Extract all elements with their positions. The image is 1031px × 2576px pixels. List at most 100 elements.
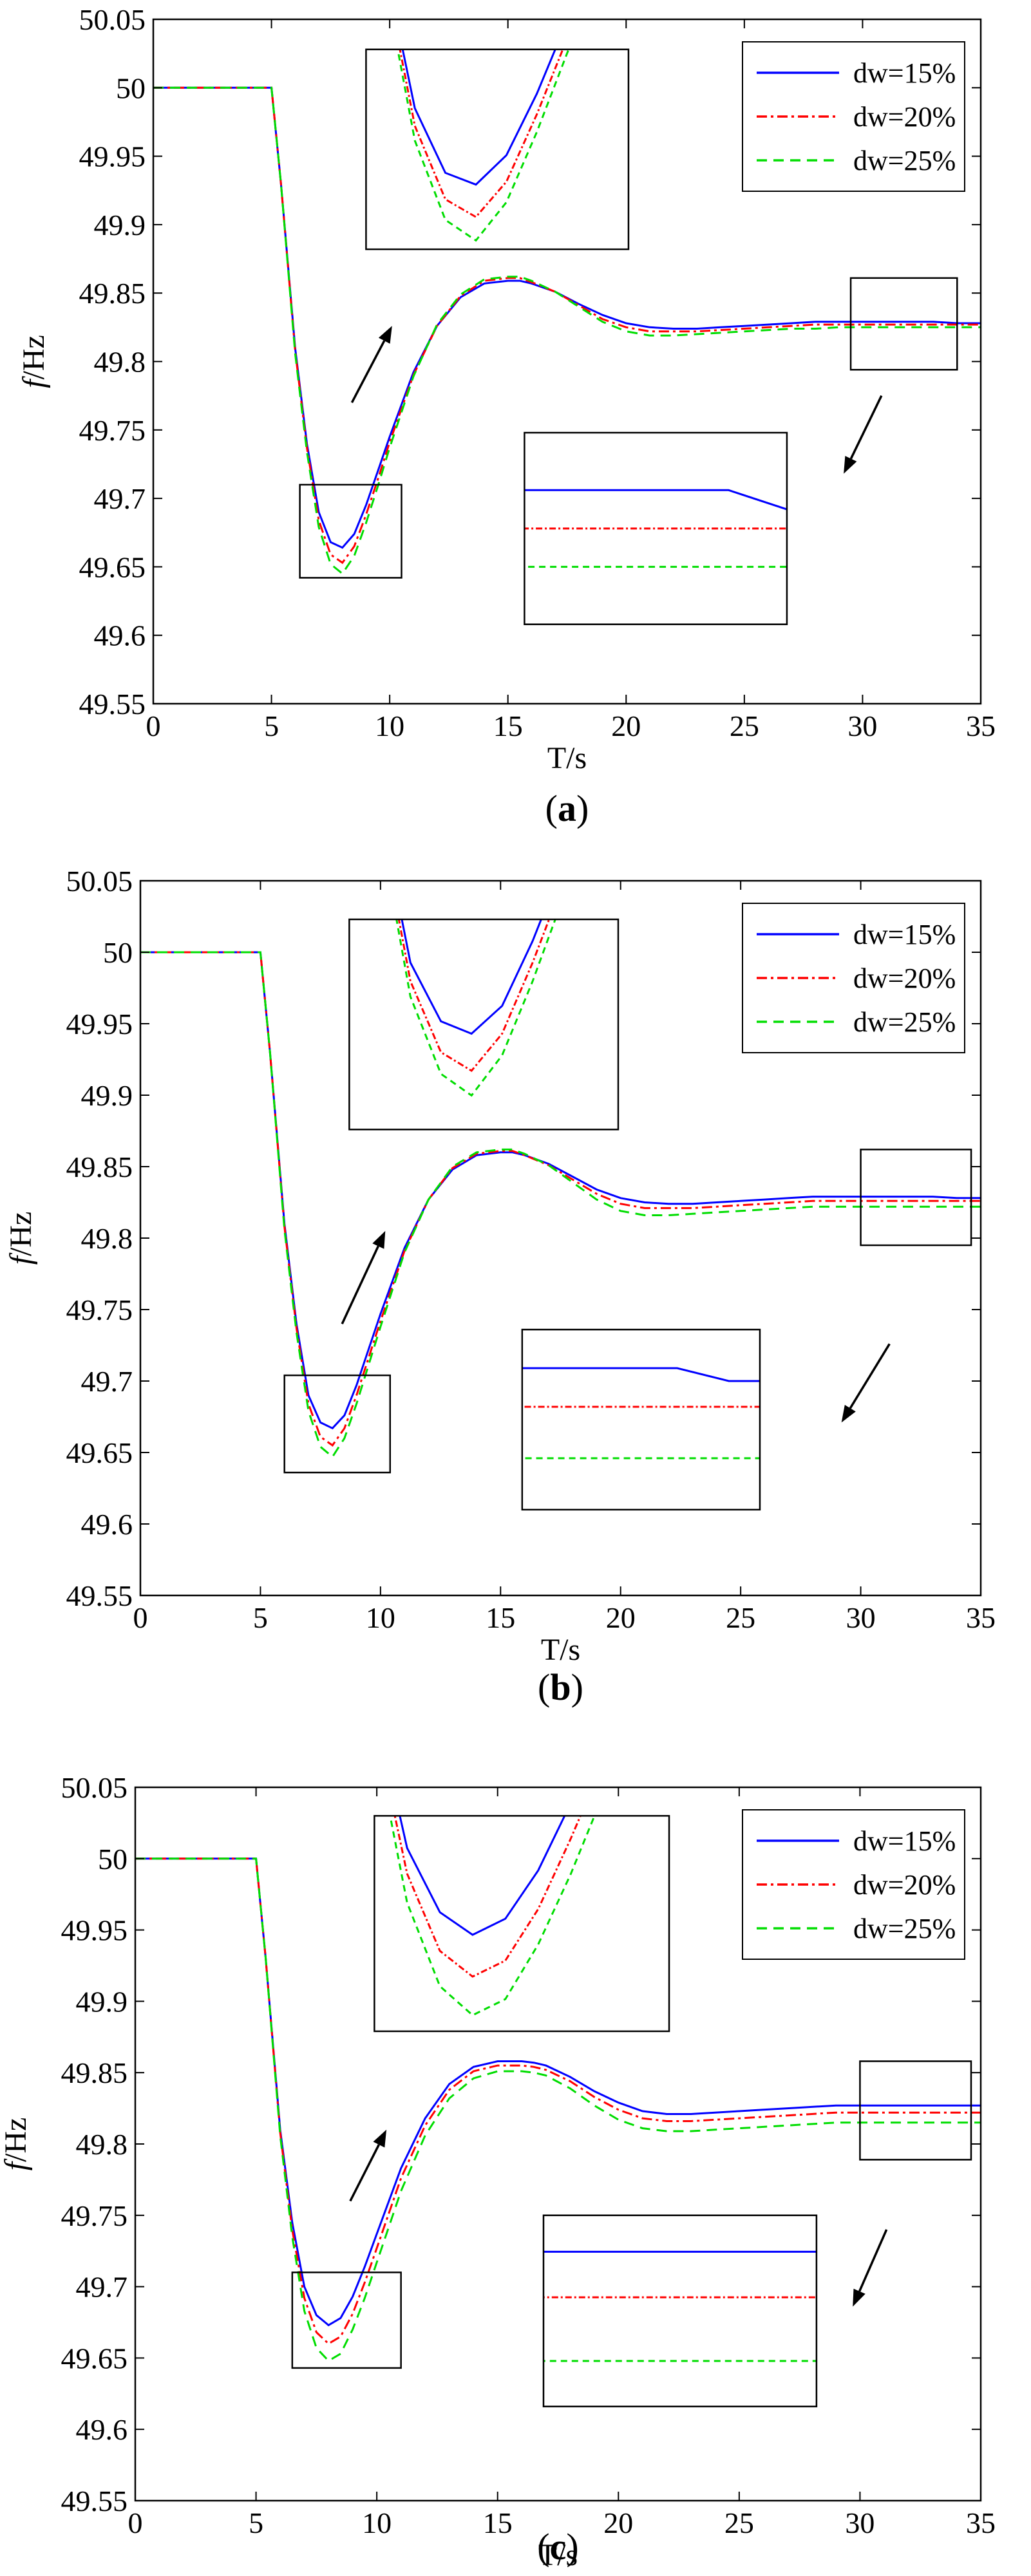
panel-c-xtick-label-2: 10 bbox=[362, 2506, 392, 2539]
panel-b-inset-bg-1 bbox=[522, 1330, 760, 1510]
panel-b-ytick-label-6: 49.85 bbox=[66, 1151, 133, 1183]
panel-c-ytick-label-4: 49.75 bbox=[61, 2199, 128, 2232]
panel-b-xtick-label-0: 0 bbox=[133, 1601, 148, 1634]
panel-c-ytick-label-0: 49.55 bbox=[61, 2485, 128, 2517]
panel-b-xtick-label-3: 15 bbox=[486, 1601, 515, 1634]
panel-c-legend-label-2: dw=25% bbox=[853, 1913, 956, 1944]
panel-b-inset-0 bbox=[348, 918, 620, 1131]
panel-c-series-line-0 bbox=[135, 1857, 981, 2327]
panel-c-panel-label-close: ) bbox=[566, 2526, 578, 2568]
panel-b-xtick-label-7: 35 bbox=[966, 1601, 996, 1634]
panel-b-xtick-label-6: 30 bbox=[846, 1601, 876, 1634]
panel-b-ytick-label-10: 50.05 bbox=[66, 865, 133, 898]
panel-a-legend-label-0: dw=15% bbox=[853, 57, 956, 89]
panel-c-series-line-2 bbox=[135, 1857, 981, 2362]
panel-b-ytick-label-9: 50 bbox=[103, 936, 133, 969]
panel-c-inset-0 bbox=[374, 1815, 670, 2033]
panel-b-legend-label-0: dw=15% bbox=[853, 919, 956, 950]
panel-a-legend-label-2: dw=25% bbox=[853, 145, 956, 176]
panel-b-inset-1-line-0 bbox=[522, 1367, 760, 1382]
panel-c-x-axis-label: T/s bbox=[538, 2538, 578, 2572]
panel-b-inset-1 bbox=[521, 1328, 761, 1511]
panel-a-ytick-label-0: 49.55 bbox=[79, 688, 146, 720]
panel-c-ytick-label-1: 49.6 bbox=[76, 2413, 128, 2446]
panel-a-arrow-1 bbox=[849, 395, 883, 460]
panel-b-arrow-1 bbox=[849, 1343, 891, 1409]
panel-c-inset-frame-1 bbox=[542, 2214, 818, 2407]
panel-a-xtick-label-5: 25 bbox=[730, 710, 759, 742]
panel-a-panel-label-open: ( bbox=[545, 787, 558, 829]
panel-a-inset-series-0 bbox=[397, 49, 570, 242]
panel-b-inset-series-0 bbox=[395, 919, 556, 1097]
panel-b-xtick-label-2: 10 bbox=[366, 1601, 395, 1634]
panel-c-ytick-label-10: 50.05 bbox=[61, 1771, 128, 1804]
panel-c-ytick-label-6: 49.85 bbox=[61, 2056, 128, 2089]
panel-a-panel-label: (a) bbox=[545, 787, 589, 829]
panel-b-inset-series-1 bbox=[522, 1367, 760, 1460]
panel-c-xtick-label-5: 25 bbox=[724, 2506, 754, 2539]
panel-b-chart: dw=15% dw=20% dw=25% 0 5 10 15 20 25 30 35 49.55 49.… bbox=[4, 865, 996, 1708]
panel-c-ytick-label-9: 50 bbox=[98, 1843, 128, 1876]
panel-a-xtick-label-0: 0 bbox=[146, 710, 161, 742]
panel-c-ytick-label-3: 49.7 bbox=[76, 2271, 128, 2304]
panel-c-xtick-label-6: 30 bbox=[845, 2506, 875, 2539]
panel-a-inset-0-line-2 bbox=[397, 49, 570, 242]
panel-b-inset-0-line-0 bbox=[401, 919, 543, 1035]
panel-b-arrow-head-1 bbox=[841, 1405, 856, 1423]
panel-a-inset-frame-1 bbox=[524, 431, 788, 625]
panel-a-ytick-label-3: 49.7 bbox=[94, 482, 146, 515]
panel-c-panel-label-open: ( bbox=[537, 2526, 549, 2568]
panel-b-ytick-label-0: 49.55 bbox=[66, 1579, 133, 1612]
panel-c-series-line-1 bbox=[135, 1857, 981, 2346]
panel-a-series-line-2 bbox=[153, 86, 981, 576]
panel-a-xtick-label-3: 15 bbox=[493, 710, 523, 742]
panel-a-ytick-label-9: 50 bbox=[116, 71, 146, 104]
panel-a-panel-label-close: ) bbox=[576, 787, 589, 829]
panel-b-legend-label-2: dw=25% bbox=[853, 1006, 956, 1038]
panel-b-y-axis-label: f/Hz bbox=[4, 1212, 38, 1265]
panel-b-series-line-2 bbox=[140, 951, 981, 1458]
panel-b-ytick-label-2: 49.65 bbox=[66, 1436, 133, 1469]
panel-a-inset-0 bbox=[365, 48, 630, 250]
panel-a-y-axis-label-unit: /Hz bbox=[17, 335, 51, 379]
panel-a-inset-1 bbox=[524, 431, 788, 625]
panel-b-xtick-label-4: 20 bbox=[606, 1601, 636, 1634]
panel-c-inset-frame-0 bbox=[374, 1815, 670, 2033]
panel-c-inset-0-line-2 bbox=[389, 1816, 596, 2017]
panel-a-arrow-0 bbox=[350, 340, 386, 404]
panel-c-ytick-label-7: 49.9 bbox=[76, 1985, 128, 2018]
panel-c-xtick-label-7: 35 bbox=[966, 2506, 996, 2539]
panel-a-inset-frame-0 bbox=[365, 48, 630, 250]
panel-c-y-axis-label: f/Hz bbox=[0, 2118, 33, 2171]
panel-c-inset-0-line-0 bbox=[399, 1816, 566, 1936]
panel-a-xtick-label-7: 35 bbox=[966, 710, 996, 742]
panel-b-arrow-0 bbox=[341, 1245, 379, 1324]
panel-a-legend-label-1: dw=20% bbox=[853, 101, 956, 133]
panel-c-zoom-box-0 bbox=[291, 2271, 402, 2369]
panel-c-inset-bg-0 bbox=[374, 1816, 670, 2031]
panel-c-legend-label-1: dw=20% bbox=[853, 1869, 956, 1901]
panel-b-x-axis-label: T/s bbox=[541, 1633, 580, 1667]
panel-a-ytick-label-1: 49.6 bbox=[94, 619, 146, 652]
panel-b-panel-label-letter: b bbox=[550, 1666, 571, 1708]
panel-b-series-group bbox=[140, 951, 981, 1458]
panel-b-arrow-head-0 bbox=[372, 1230, 386, 1249]
panel-c-panel-label: (c) bbox=[537, 2526, 578, 2568]
panel-a-chart: dw=15% dw=20% dw=25% 0 5 10 15 20 25 30 35 49.55 49.… bbox=[17, 3, 996, 829]
panel-a-xtick-label-6: 30 bbox=[847, 710, 877, 742]
panel-b-legend: dw=15% dw=20% dw=25% bbox=[742, 903, 965, 1053]
panel-c-inset-1 bbox=[542, 2214, 818, 2407]
panel-a-arrow-head-1 bbox=[844, 456, 857, 474]
panel-b-ytick-label-7: 49.9 bbox=[81, 1079, 133, 1112]
panel-c-arrow-head-1 bbox=[853, 2288, 865, 2307]
panel-c-ytick-label-2: 49.65 bbox=[61, 2342, 128, 2374]
panel-c-xtick-label-3: 15 bbox=[483, 2506, 513, 2539]
panel-c-panel-label-letter: c bbox=[550, 2526, 567, 2568]
panel-a-xtick-label-1: 5 bbox=[264, 710, 279, 742]
panel-b-inset-frame-1 bbox=[521, 1328, 761, 1511]
panel-b-inset-bg-0 bbox=[349, 919, 618, 1130]
panel-b-ytick-label-5: 49.8 bbox=[81, 1222, 133, 1255]
panel-a-xtick-label-4: 20 bbox=[611, 710, 641, 742]
panel-a-inset-bg-0 bbox=[366, 49, 629, 250]
